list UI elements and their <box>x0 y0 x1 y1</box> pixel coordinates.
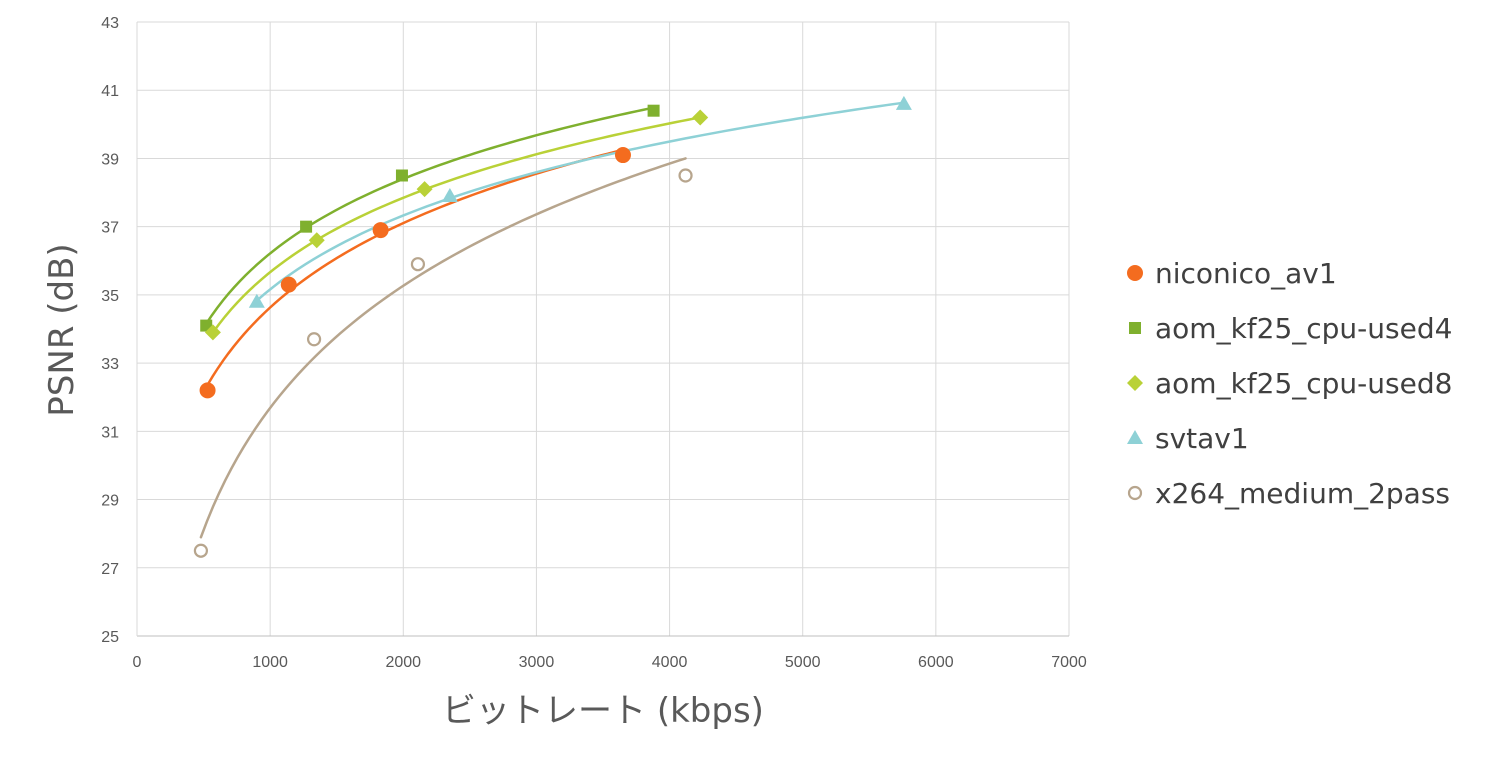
data-point <box>306 332 322 347</box>
x-axis-title: ビットレート (kbps) <box>442 691 764 731</box>
y-tick-label: 39 <box>101 151 119 168</box>
legend-marker <box>1129 322 1141 334</box>
x-tick-label: 1000 <box>252 654 288 671</box>
y-tick-label: 27 <box>101 561 119 578</box>
y-tick-label: 25 <box>101 629 119 646</box>
data-points <box>193 95 912 558</box>
x-tick-label: 7000 <box>1051 654 1087 671</box>
legend-label: svtav1 <box>1155 422 1249 455</box>
data-point <box>647 104 660 117</box>
y-axis-title: PSNR (dB) <box>42 243 82 416</box>
data-point <box>199 382 216 399</box>
data-point <box>692 109 709 126</box>
data-point <box>248 293 265 308</box>
x-tick-label: 6000 <box>918 654 954 671</box>
trendline-x264_medium_2pass <box>199 157 687 539</box>
y-tick-label: 33 <box>101 356 119 373</box>
y-tick-label: 41 <box>101 83 119 100</box>
data-point <box>410 257 426 272</box>
data-point <box>372 222 389 239</box>
data-point <box>204 324 221 341</box>
x-tick-label: 5000 <box>785 654 821 671</box>
trendline-aom_kf25_cpu-used8 <box>211 116 702 334</box>
x-tick-label: 0 <box>133 654 142 671</box>
legend-marker <box>1127 375 1143 391</box>
y-tick-label: 43 <box>101 15 119 32</box>
legend-marker <box>1127 430 1143 444</box>
y-tick-label: 37 <box>101 220 119 237</box>
data-point <box>280 276 297 293</box>
data-point <box>678 168 693 183</box>
legend-label: aom_kf25_cpu-used4 <box>1155 312 1452 345</box>
data-point <box>441 187 458 202</box>
legend-label: aom_kf25_cpu-used8 <box>1155 367 1452 400</box>
x-tick-label: 4000 <box>652 654 688 671</box>
data-point <box>308 232 325 249</box>
data-point <box>395 169 408 182</box>
x-tick-label: 3000 <box>519 654 555 671</box>
trendline-aom_kf25_cpu-used4 <box>204 106 655 325</box>
data-point <box>193 543 209 558</box>
axes <box>136 22 1069 637</box>
legend-marker <box>1127 265 1143 281</box>
grid-lines <box>137 21 1070 636</box>
data-point <box>895 95 912 110</box>
y-tick-label: 29 <box>101 493 119 510</box>
data-point <box>614 147 631 164</box>
legend-label: niconico_av1 <box>1155 257 1337 290</box>
legend-marker <box>1127 485 1143 501</box>
x-tick-label: 2000 <box>385 654 421 671</box>
tick-labels: 25 27 29 31 33 35 37 39 41 43 0 1000 2000 3000 4000 500… <box>101 15 1087 671</box>
legend-label: x264_medium_2pass <box>1155 477 1450 510</box>
legend: niconico_av1 aom_kf25_cpu-used4 aom_kf25_c… <box>1127 257 1452 510</box>
trend-lines <box>199 101 906 539</box>
data-point <box>416 181 433 198</box>
y-tick-label: 35 <box>101 288 119 305</box>
trendline-svtav1 <box>255 101 906 302</box>
data-point <box>300 220 313 233</box>
y-tick-label: 31 <box>101 424 119 441</box>
